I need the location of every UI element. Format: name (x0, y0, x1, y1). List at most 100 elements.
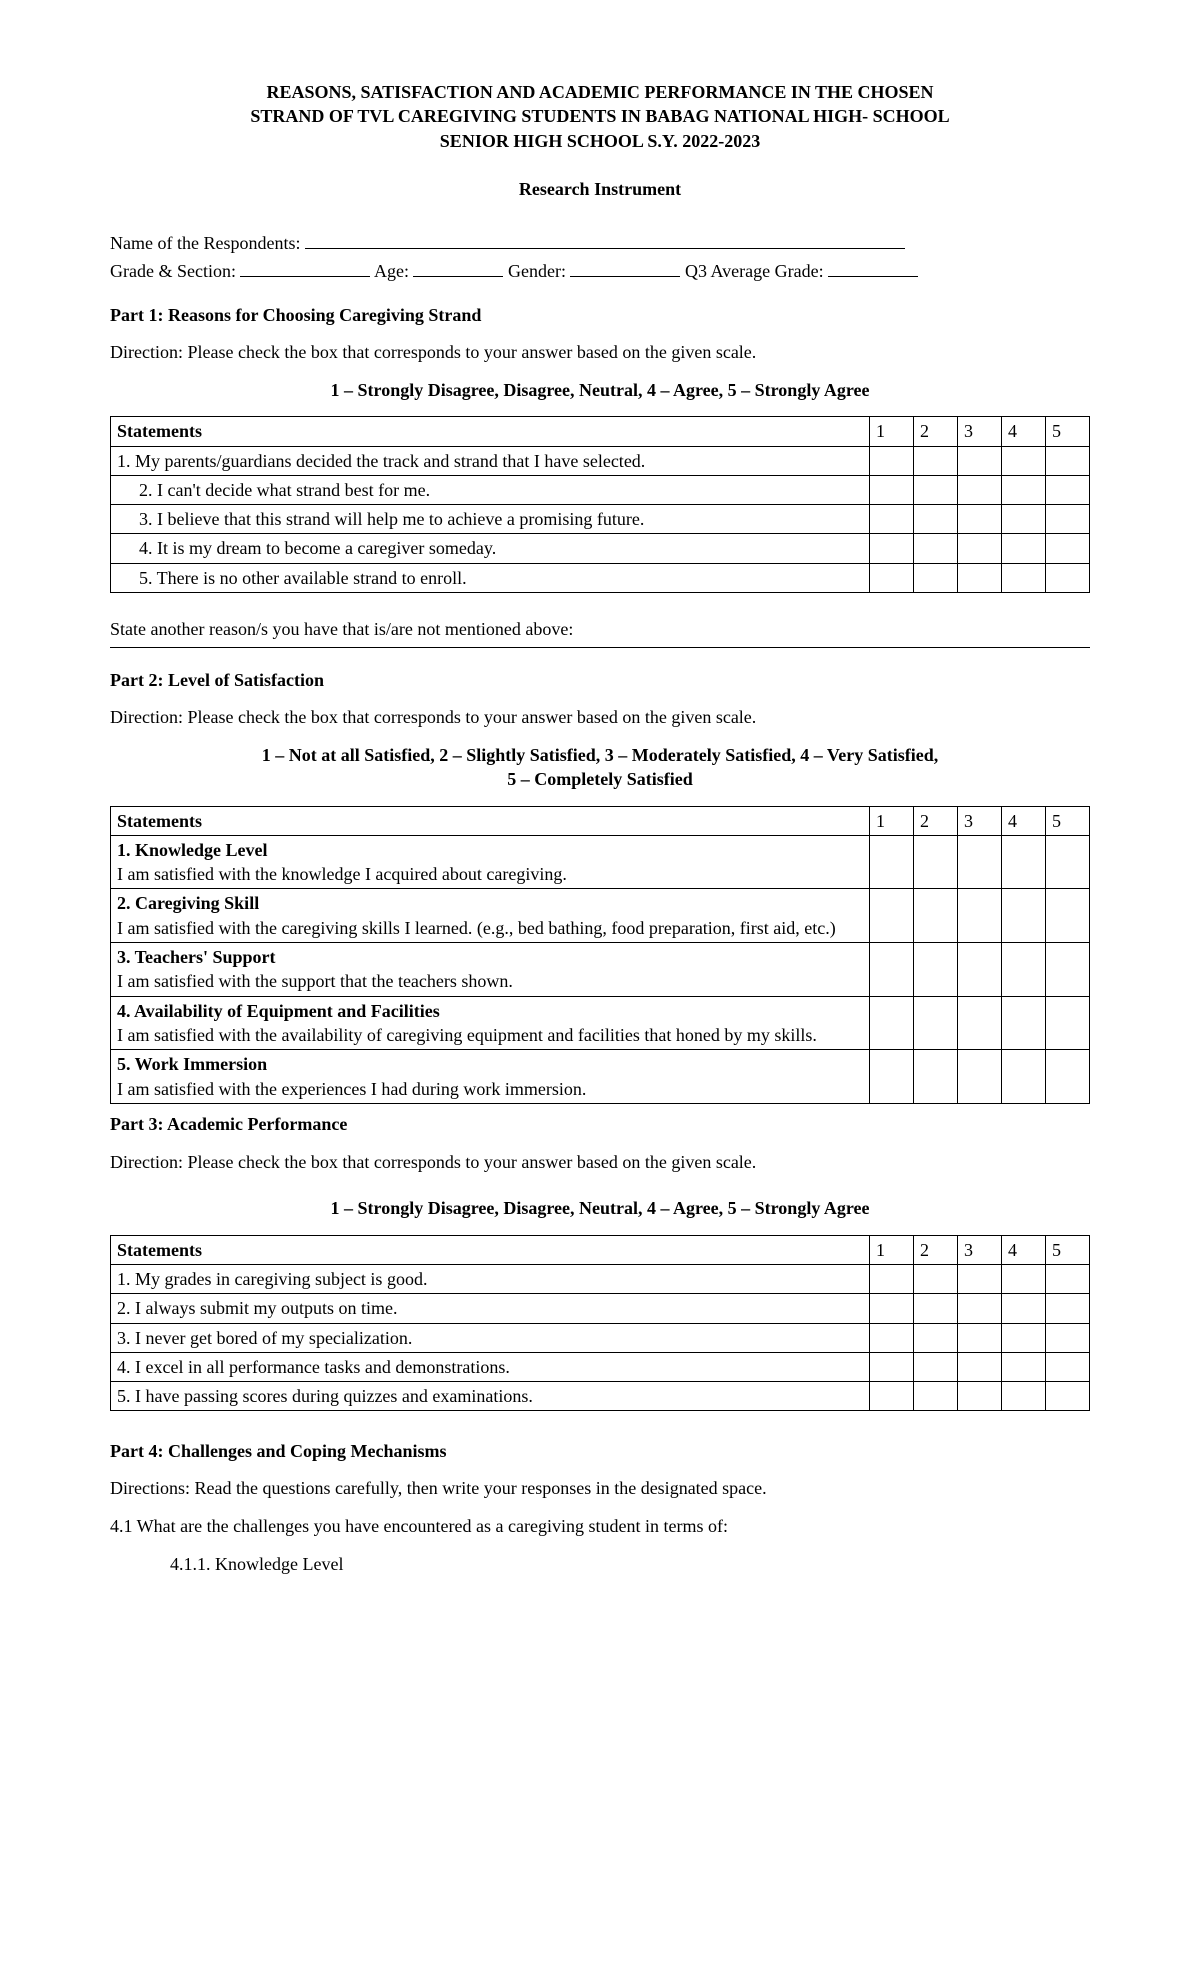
check-cell[interactable] (914, 1382, 958, 1411)
name-input-line[interactable] (305, 229, 905, 249)
check-cell[interactable] (1046, 943, 1090, 997)
col-4: 4 (1002, 1235, 1046, 1264)
check-cell[interactable] (958, 1323, 1002, 1352)
check-cell[interactable] (870, 1050, 914, 1104)
check-cell[interactable] (1002, 1294, 1046, 1323)
check-cell[interactable] (1002, 1352, 1046, 1381)
check-cell[interactable] (870, 505, 914, 534)
check-cell[interactable] (958, 446, 1002, 475)
statement-body: I am satisfied with the caregiving skill… (117, 916, 863, 940)
check-cell[interactable] (870, 475, 914, 504)
check-cell[interactable] (1046, 446, 1090, 475)
check-cell[interactable] (958, 475, 1002, 504)
check-cell[interactable] (1002, 889, 1046, 943)
part4-q41: 4.1 What are the challenges you have enc… (110, 1514, 1090, 1538)
age-label: Age: (374, 261, 409, 281)
check-cell[interactable] (1046, 1323, 1090, 1352)
check-cell[interactable] (958, 1382, 1002, 1411)
check-cell[interactable] (958, 889, 1002, 943)
name-label: Name of the Respondents: (110, 233, 300, 253)
check-cell[interactable] (914, 534, 958, 563)
col-statements: Statements (111, 806, 870, 835)
check-cell[interactable] (914, 835, 958, 889)
check-cell[interactable] (1046, 1352, 1090, 1381)
check-cell[interactable] (1002, 1323, 1046, 1352)
check-cell[interactable] (1002, 563, 1046, 592)
check-cell[interactable] (958, 1050, 1002, 1104)
check-cell[interactable] (870, 943, 914, 997)
check-cell[interactable] (870, 996, 914, 1050)
check-cell[interactable] (1046, 475, 1090, 504)
col-2: 2 (914, 1235, 958, 1264)
check-cell[interactable] (870, 1352, 914, 1381)
grade-input-line[interactable] (240, 257, 370, 277)
check-cell[interactable] (870, 1264, 914, 1293)
part1-scale: 1 – Strongly Disagree, Disagree, Neutral… (110, 378, 1090, 402)
check-cell[interactable] (1002, 446, 1046, 475)
check-cell[interactable] (958, 835, 1002, 889)
statement-cell: 4. I excel in all performance tasks and … (111, 1352, 870, 1381)
check-cell[interactable] (1046, 996, 1090, 1050)
q3-input-line[interactable] (828, 257, 918, 277)
check-cell[interactable] (958, 996, 1002, 1050)
gender-input-line[interactable] (570, 257, 680, 277)
check-cell[interactable] (914, 1264, 958, 1293)
check-cell[interactable] (870, 563, 914, 592)
check-cell[interactable] (1002, 534, 1046, 563)
check-cell[interactable] (1002, 996, 1046, 1050)
check-cell[interactable] (1002, 1264, 1046, 1293)
check-cell[interactable] (958, 943, 1002, 997)
part2-table: Statements 1 2 3 4 5 1. Knowledge Level … (110, 806, 1090, 1104)
table-row: 4. It is my dream to become a caregiver … (111, 534, 1090, 563)
write-line[interactable] (110, 647, 1090, 648)
check-cell[interactable] (1046, 1264, 1090, 1293)
check-cell[interactable] (958, 1294, 1002, 1323)
check-cell[interactable] (914, 475, 958, 504)
check-cell[interactable] (870, 446, 914, 475)
check-cell[interactable] (914, 1050, 958, 1104)
col-5: 5 (1046, 806, 1090, 835)
check-cell[interactable] (1046, 835, 1090, 889)
check-cell[interactable] (1002, 1382, 1046, 1411)
check-cell[interactable] (958, 505, 1002, 534)
check-cell[interactable] (1002, 1050, 1046, 1104)
check-cell[interactable] (1046, 1294, 1090, 1323)
check-cell[interactable] (1002, 943, 1046, 997)
check-cell[interactable] (1046, 505, 1090, 534)
check-cell[interactable] (914, 1294, 958, 1323)
check-cell[interactable] (1046, 563, 1090, 592)
statement-title: 2. Caregiving Skill (117, 891, 863, 915)
check-cell[interactable] (1046, 534, 1090, 563)
statement-cell: 1. My parents/guardians decided the trac… (111, 446, 870, 475)
check-cell[interactable] (1046, 1050, 1090, 1104)
respondent-details-row: Grade & Section: Age: Gender: Q3 Average… (110, 257, 1090, 283)
check-cell[interactable] (914, 943, 958, 997)
table-header-row: Statements 1 2 3 4 5 (111, 806, 1090, 835)
check-cell[interactable] (958, 1352, 1002, 1381)
check-cell[interactable] (1046, 889, 1090, 943)
check-cell[interactable] (1046, 1382, 1090, 1411)
check-cell[interactable] (870, 1323, 914, 1352)
check-cell[interactable] (914, 1323, 958, 1352)
check-cell[interactable] (870, 835, 914, 889)
check-cell[interactable] (914, 1352, 958, 1381)
check-cell[interactable] (914, 446, 958, 475)
check-cell[interactable] (914, 889, 958, 943)
check-cell[interactable] (1002, 475, 1046, 504)
check-cell[interactable] (914, 505, 958, 534)
check-cell[interactable] (1002, 505, 1046, 534)
check-cell[interactable] (914, 996, 958, 1050)
statement-cell: 4. It is my dream to become a caregiver … (111, 534, 870, 563)
age-input-line[interactable] (413, 257, 503, 277)
check-cell[interactable] (958, 1264, 1002, 1293)
check-cell[interactable] (870, 534, 914, 563)
check-cell[interactable] (870, 889, 914, 943)
part1-heading: Part 1: Reasons for Choosing Caregiving … (110, 303, 1090, 327)
check-cell[interactable] (914, 563, 958, 592)
check-cell[interactable] (870, 1382, 914, 1411)
check-cell[interactable] (870, 1294, 914, 1323)
check-cell[interactable] (958, 563, 1002, 592)
check-cell[interactable] (958, 534, 1002, 563)
part1-open-prompt: State another reason/s you have that is/… (110, 617, 1090, 641)
check-cell[interactable] (1002, 835, 1046, 889)
